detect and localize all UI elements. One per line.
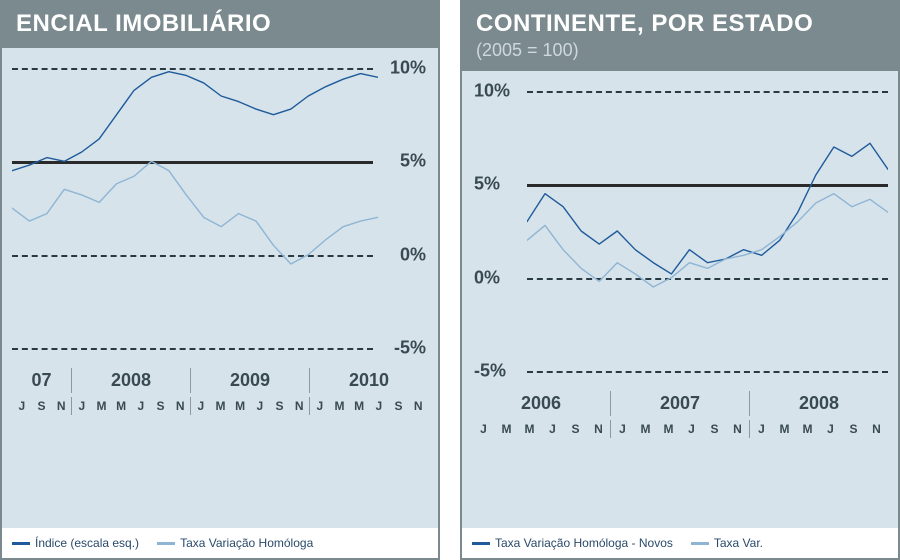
x-month-label: J — [611, 422, 634, 436]
legend-label: Taxa Variação Homóloga - Novos — [495, 536, 673, 550]
x-month-label: N — [587, 422, 610, 436]
legend-item: Taxa Variação Homóloga — [157, 536, 313, 550]
x-month-label: J — [250, 399, 270, 413]
x-month-label: N — [51, 399, 71, 413]
x-month-label: S — [564, 422, 587, 436]
series-line — [527, 143, 888, 274]
gridline — [527, 91, 888, 93]
x-month-label: M — [773, 422, 796, 436]
x-month-label: S — [703, 422, 726, 436]
x-year-label: 07 — [12, 368, 71, 393]
panel-header: ENCIAL IMOBILIÁRIO — [2, 2, 438, 48]
x-month-label: M — [330, 399, 350, 413]
y-axis-label: 10% — [390, 58, 426, 79]
x-month-label: S — [32, 399, 52, 413]
legend-swatch — [12, 542, 30, 545]
legend-swatch — [691, 542, 709, 545]
x-month-label: J — [369, 399, 389, 413]
panel-header: CONTINENTE, POR ESTADO (2005 = 100) — [462, 2, 898, 71]
x-month-label: N — [408, 399, 428, 413]
legend-left: Índice (escala esq.) Taxa Variação Homólo… — [2, 528, 438, 558]
x-month-label: J — [819, 422, 842, 436]
legend-item: Taxa Variação Homóloga - Novos — [472, 536, 673, 550]
x-month-label: S — [151, 399, 171, 413]
gridline — [527, 184, 888, 187]
x-month-label: M — [495, 422, 518, 436]
chart-panel-right: CONTINENTE, POR ESTADO (2005 = 100) 10% 5… — [460, 0, 900, 560]
x-month-label: M — [230, 399, 250, 413]
x-month-label: J — [310, 399, 330, 413]
series-line — [12, 161, 378, 264]
x-month-label: N — [289, 399, 309, 413]
x-month-label: M — [518, 422, 541, 436]
series-line — [527, 194, 888, 287]
y-axis-label: 5% — [474, 174, 500, 195]
gridline — [12, 348, 373, 350]
panel-subtitle: (2005 = 100) — [476, 40, 884, 61]
legend-label: Taxa Var. — [714, 536, 763, 550]
y-axis-label: -5% — [394, 338, 426, 359]
y-axis-label: 0% — [474, 267, 500, 288]
legend-item: Índice (escala esq.) — [12, 536, 139, 550]
chart-area: 10%5%0%-5% 07200820092010JSNJMMJSNJMMJSN… — [2, 48, 438, 528]
legend-label: Índice (escala esq.) — [35, 536, 139, 550]
chart-panel-left: ENCIAL IMOBILIÁRIO 10% 5% 0% -5% 0720082009… — [0, 0, 440, 560]
x-month-label: J — [680, 422, 703, 436]
plot-left: 10%5%0%-5% — [12, 68, 428, 348]
x-month-label: M — [211, 399, 231, 413]
x-month-label: M — [349, 399, 369, 413]
plot-right: 10%5%0%-5% — [472, 91, 888, 371]
x-month-label: J — [131, 399, 151, 413]
x-year-label: 2010 — [309, 368, 428, 393]
x-month-label: M — [92, 399, 112, 413]
x-month-label: M — [796, 422, 819, 436]
gridline — [12, 68, 373, 70]
chart-area: 10%5%0%-5% 200620072008JMMJSNJMMJSNJMMJS… — [462, 71, 898, 528]
x-month-label: M — [657, 422, 680, 436]
x-month-label: J — [72, 399, 92, 413]
xaxis-right: 200620072008JMMJSNJMMJSNJMMJSN — [472, 391, 888, 451]
legend-label: Taxa Variação Homóloga — [180, 536, 313, 550]
x-month-label: M — [111, 399, 131, 413]
x-month-label: J — [191, 399, 211, 413]
x-month-label: J — [472, 422, 495, 436]
legend-swatch — [472, 542, 490, 545]
legend-right: Taxa Variação Homóloga - Novos Taxa Var. — [462, 528, 898, 558]
gridline — [527, 278, 888, 280]
x-year-label: 2006 — [472, 391, 610, 416]
gridline — [12, 255, 373, 257]
x-year-label: 2007 — [610, 391, 749, 416]
series-line — [12, 72, 378, 171]
xaxis-left: 07200820092010JSNJMMJSNJMMJSNJMMJSN — [12, 368, 428, 428]
x-month-label: S — [389, 399, 409, 413]
y-axis-label: -5% — [474, 361, 506, 382]
x-month-label: S — [270, 399, 290, 413]
y-axis-label: 0% — [400, 244, 426, 265]
legend-swatch — [157, 542, 175, 545]
x-month-label: J — [12, 399, 32, 413]
x-month-label: J — [541, 422, 564, 436]
x-month-label: J — [750, 422, 773, 436]
x-month-label: N — [865, 422, 888, 436]
y-axis-label: 5% — [400, 151, 426, 172]
legend-item: Taxa Var. — [691, 536, 763, 550]
x-month-label: N — [170, 399, 190, 413]
x-month-label: M — [634, 422, 657, 436]
x-year-label: 2009 — [190, 368, 309, 393]
x-month-label: N — [726, 422, 749, 436]
x-year-label: 2008 — [749, 391, 888, 416]
gridline — [12, 161, 373, 164]
panel-title: CONTINENTE, POR ESTADO — [476, 10, 884, 38]
gridline — [527, 371, 888, 373]
panel-title: ENCIAL IMOBILIÁRIO — [16, 10, 424, 38]
x-month-label: S — [842, 422, 865, 436]
y-axis-label: 10% — [474, 81, 510, 102]
x-year-label: 2008 — [71, 368, 190, 393]
